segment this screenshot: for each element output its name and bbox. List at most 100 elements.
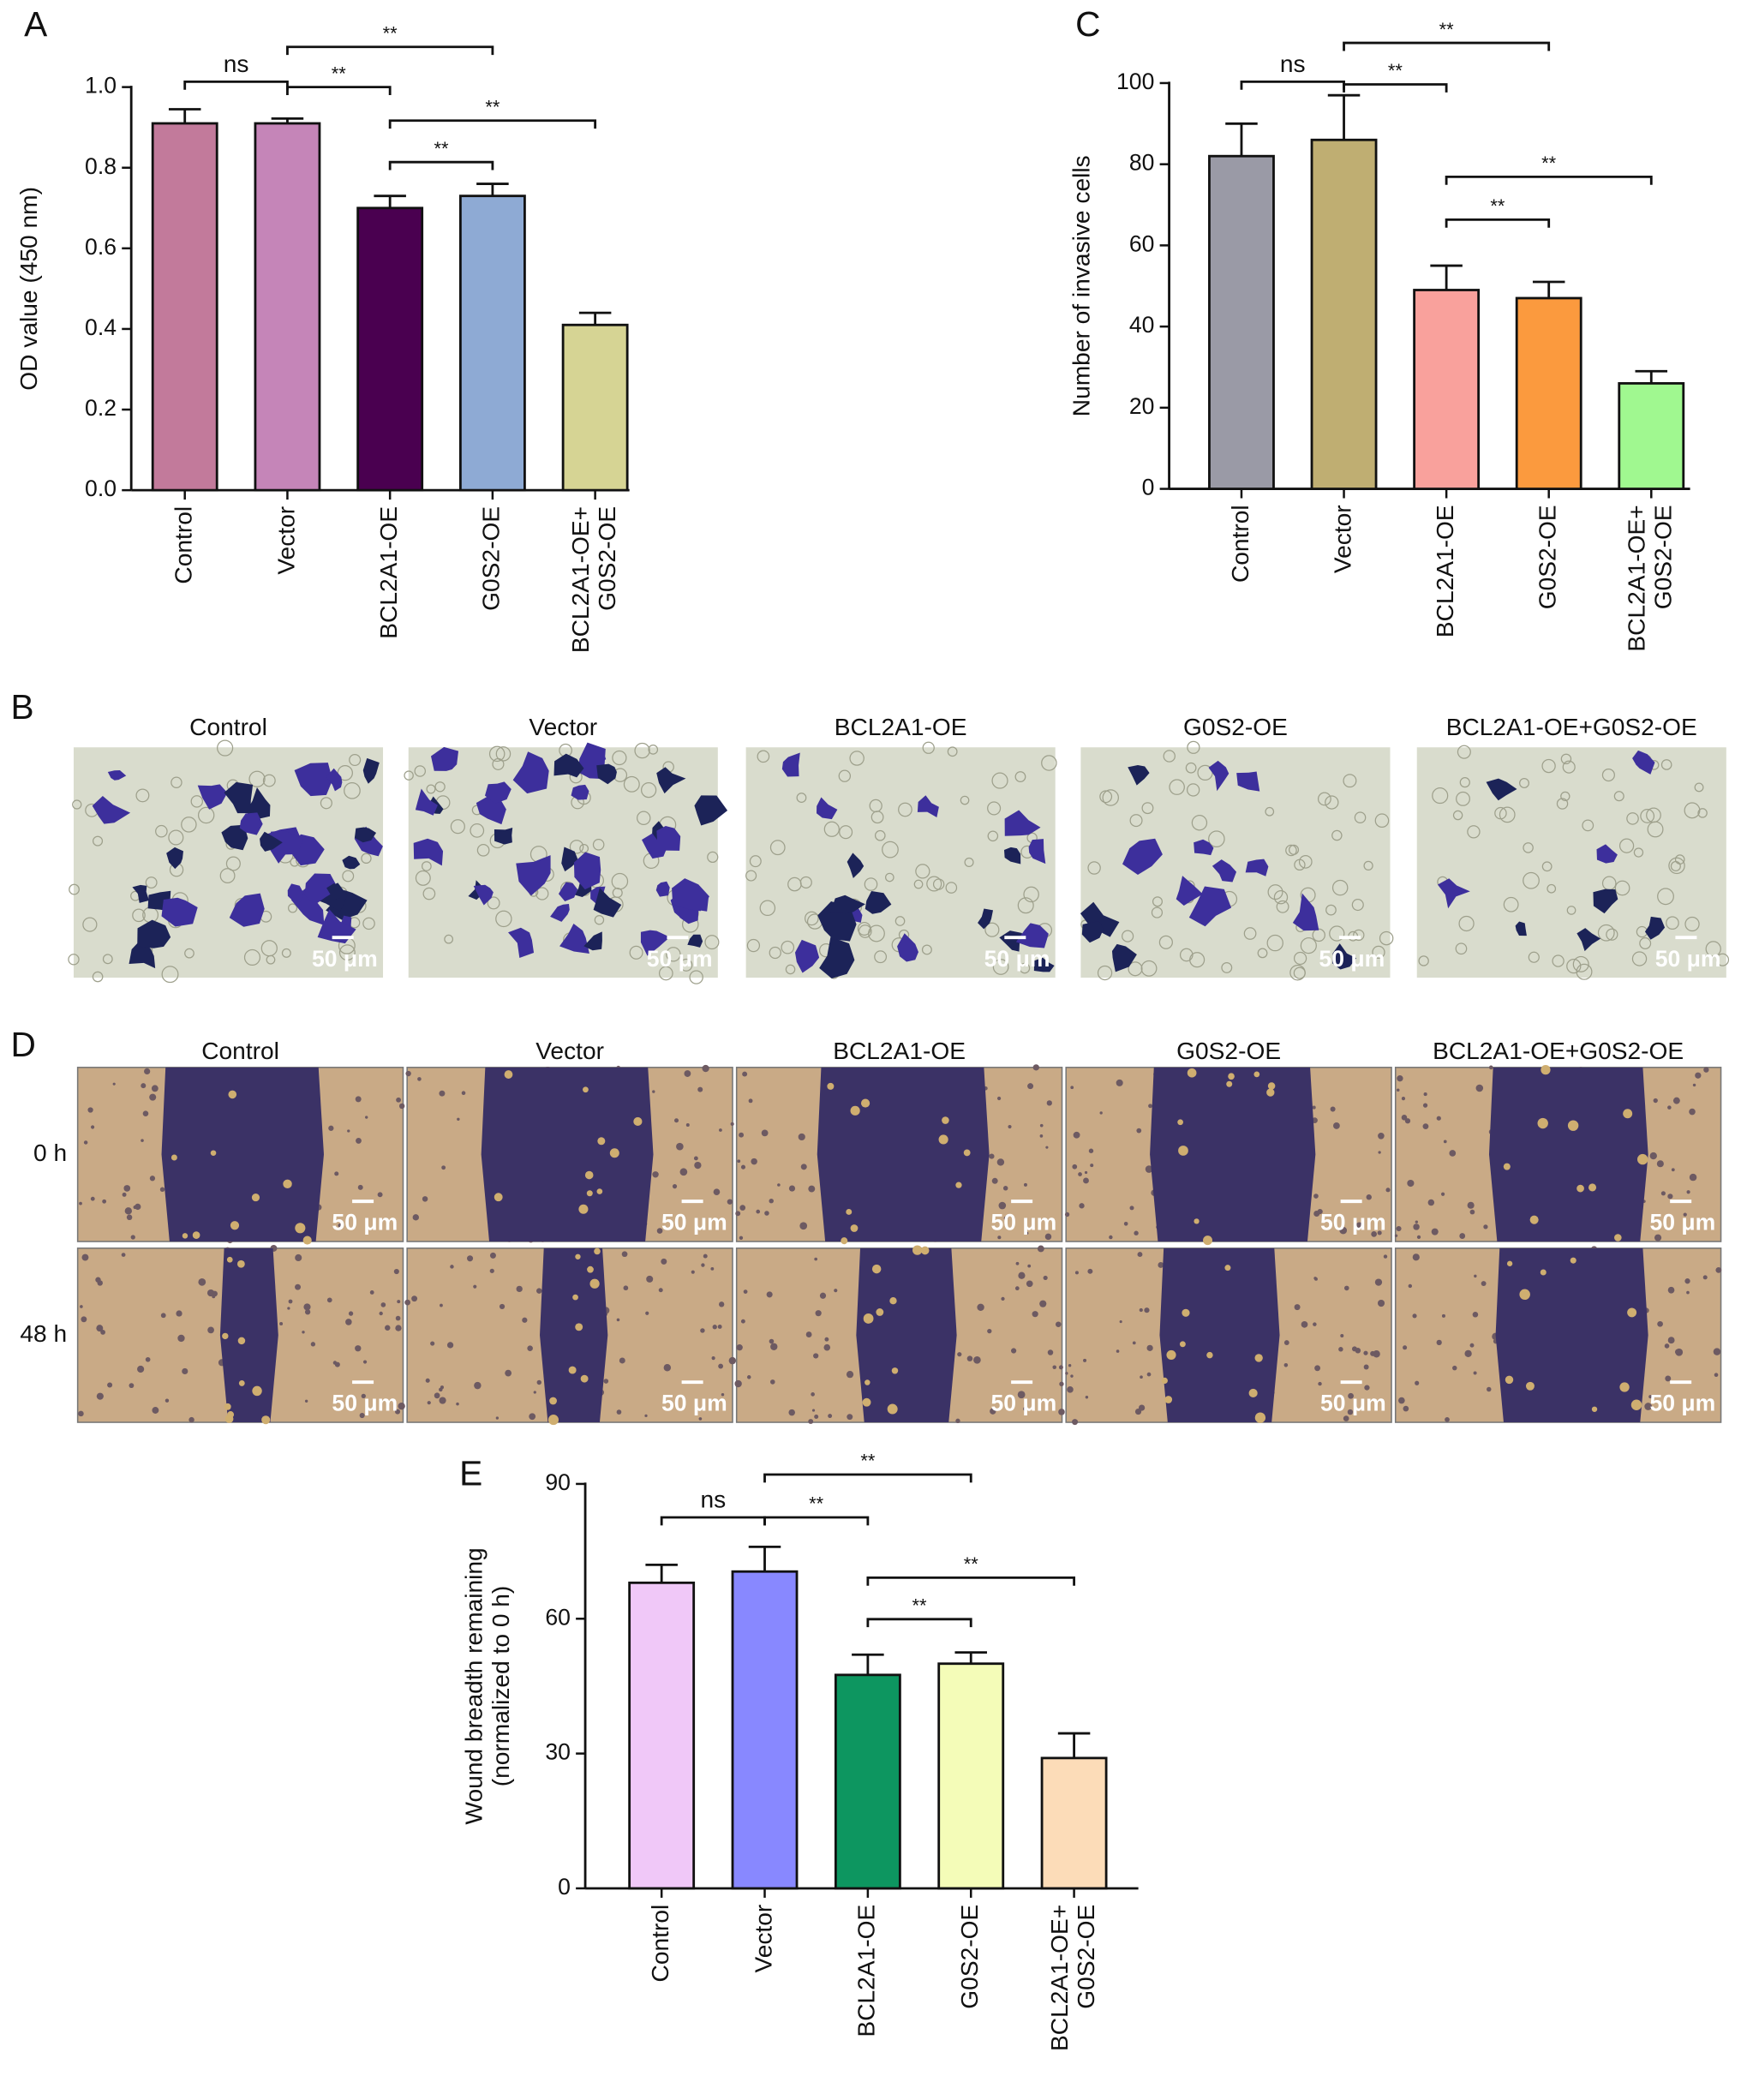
x-tick-label-box: Vector: [272, 506, 299, 575]
cell: [823, 1343, 831, 1351]
cell: [799, 1222, 808, 1230]
pore: [666, 947, 681, 962]
cell: [860, 1098, 870, 1108]
cell: [87, 1107, 93, 1113]
cell: [355, 1345, 362, 1352]
micrograph: [405, 1064, 734, 1243]
cell: [1338, 1347, 1343, 1352]
pore: [1325, 795, 1339, 810]
cell: [1396, 1088, 1400, 1092]
cell: [1228, 1073, 1235, 1080]
pore: [1494, 806, 1507, 820]
cell-blob: [817, 797, 838, 820]
y-tick-label: 1.0: [85, 73, 117, 99]
scale-bar-label: 50 μm: [332, 1210, 398, 1235]
pore: [1684, 916, 1700, 932]
cell-blob: [1596, 844, 1618, 864]
cell: [450, 1265, 454, 1269]
cell-blob: [270, 830, 303, 855]
wound-gap: [817, 1067, 990, 1242]
cell: [1138, 1404, 1146, 1411]
cell: [1452, 1365, 1457, 1371]
cell: [1266, 1088, 1275, 1097]
cell: [1166, 1349, 1176, 1361]
micrograph: [734, 1245, 1065, 1424]
cell: [348, 1311, 354, 1316]
pore: [641, 781, 657, 799]
pore: [1647, 821, 1664, 838]
cell: [739, 1235, 744, 1240]
pore: [898, 802, 912, 817]
cell: [1657, 1320, 1663, 1327]
y-tick-label: 0.2: [85, 395, 117, 421]
significance-bracket: [763, 1473, 972, 1483]
cell: [1032, 1064, 1039, 1071]
pore: [1208, 830, 1225, 847]
cell: [1179, 1341, 1186, 1348]
cell: [473, 1284, 477, 1289]
cell: [766, 1291, 773, 1298]
cell: [1408, 1283, 1413, 1289]
x-tick-label-box: Control: [1227, 505, 1253, 583]
cell: [703, 1253, 708, 1259]
cell: [846, 1208, 853, 1215]
pore: [349, 753, 362, 767]
cell: [1487, 1386, 1492, 1392]
pore: [1674, 854, 1685, 865]
cell: [1422, 1123, 1429, 1130]
cell: [446, 1342, 454, 1349]
cell-blob: [999, 930, 1022, 952]
cell: [393, 1268, 399, 1275]
cell: [1144, 1307, 1150, 1313]
cell: [333, 1399, 338, 1404]
cell: [504, 1070, 513, 1079]
cell-blob: [430, 746, 459, 771]
pore: [1169, 779, 1185, 795]
x-tick-label: BCL2A1-OE: [853, 1904, 881, 2037]
cell: [379, 1311, 383, 1316]
column-title: Control: [201, 1038, 279, 1064]
cell: [701, 1263, 705, 1267]
bar: [1310, 138, 1378, 490]
cell-blob: [229, 893, 265, 927]
cell: [578, 1204, 589, 1214]
cell: [621, 1251, 628, 1258]
cell: [112, 1082, 116, 1086]
cell: [1467, 1201, 1475, 1209]
cell: [1416, 1235, 1421, 1240]
cell: [721, 1393, 725, 1397]
pore: [1017, 897, 1034, 914]
cell: [805, 1331, 812, 1337]
bar: [731, 1570, 799, 1890]
cell: [522, 1317, 528, 1323]
cell: [597, 1137, 606, 1146]
cell: [1412, 1313, 1417, 1319]
cell: [151, 1085, 159, 1092]
pore: [1639, 937, 1652, 949]
pore: [82, 917, 98, 932]
pore: [1014, 771, 1026, 783]
cell: [1254, 1354, 1263, 1362]
cell: [644, 1414, 648, 1418]
cell: [1314, 1277, 1318, 1281]
cell: [397, 1300, 401, 1304]
cell: [1684, 1278, 1690, 1284]
cell: [702, 1064, 709, 1073]
cell: [788, 1409, 795, 1416]
cell-blob: [917, 795, 939, 817]
cell: [224, 1403, 231, 1410]
cell: [1072, 1164, 1078, 1170]
x-tick-label-box: Control: [171, 506, 197, 584]
significance-bracket: [1240, 80, 1345, 90]
cell: [122, 1192, 127, 1197]
cell: [237, 1337, 246, 1345]
cell: [973, 1355, 981, 1364]
pore: [1353, 929, 1365, 942]
cell-blob: [573, 852, 601, 890]
cell-blob: [494, 828, 513, 845]
pore: [362, 917, 375, 930]
cell: [1383, 1254, 1388, 1259]
cell: [1378, 1133, 1385, 1140]
cell: [1023, 1182, 1027, 1187]
